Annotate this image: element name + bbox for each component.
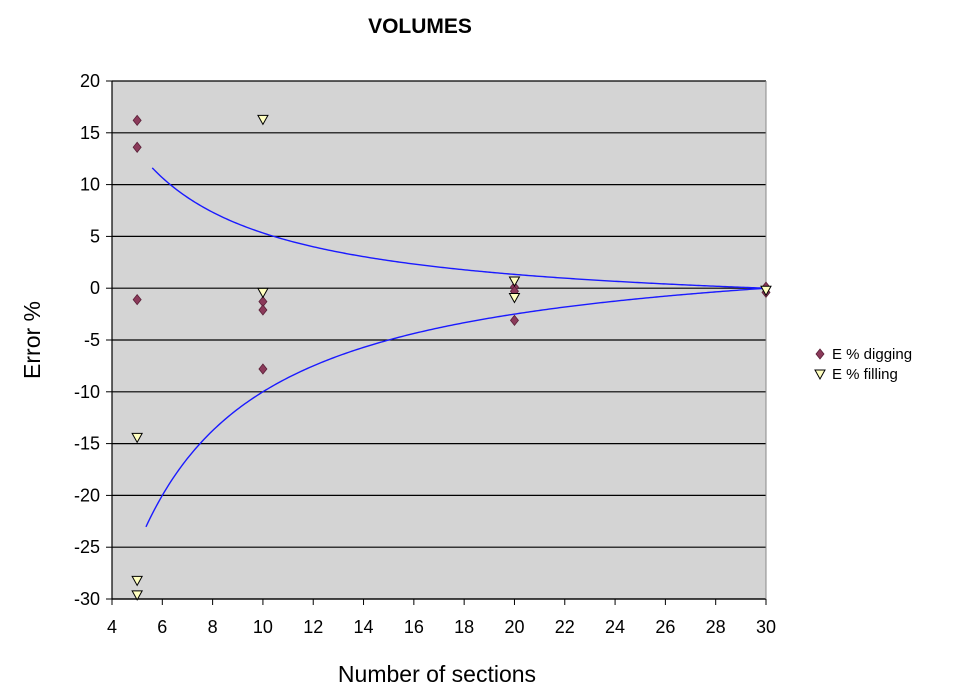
y-tick-label: -20 xyxy=(74,485,100,505)
filling-point xyxy=(760,285,772,297)
legend-label: E % digging xyxy=(832,346,912,363)
bound-curves xyxy=(145,167,767,528)
legend-label: E % filling xyxy=(832,366,898,383)
x-tick-label: 8 xyxy=(208,617,218,637)
filling-point xyxy=(257,287,269,299)
upper-bound-curve xyxy=(151,167,767,289)
y-tick-label: 5 xyxy=(90,226,100,246)
x-axis-label: Number of sections xyxy=(338,661,536,687)
legend-filling-marker xyxy=(814,369,826,381)
y-tick-label: -25 xyxy=(74,537,100,557)
legend-digging-marker xyxy=(815,348,825,360)
digging-point xyxy=(132,293,142,306)
y-tick-label: 0 xyxy=(90,278,100,298)
y-tick-label: -15 xyxy=(74,434,100,454)
x-tick-label: 10 xyxy=(253,617,273,637)
legend: E % digging E % filling xyxy=(809,337,961,399)
x-tick-label: 16 xyxy=(404,617,424,637)
x-tick-label: 14 xyxy=(354,617,374,637)
filling-point xyxy=(131,575,144,587)
digging-point xyxy=(509,314,519,326)
y-axis-label: Error % xyxy=(19,301,45,379)
x-tick-label: 12 xyxy=(303,617,323,637)
x-tick-label: 20 xyxy=(504,617,524,637)
y-tick-label: -5 xyxy=(84,330,100,350)
digging-point xyxy=(258,304,268,316)
lower-bound-curve xyxy=(145,287,767,528)
y-tick-label: -30 xyxy=(74,589,100,609)
filling-point xyxy=(131,432,144,444)
y-tick-label: 15 xyxy=(80,123,100,143)
x-tick-label: 18 xyxy=(454,617,474,637)
x-tick-labels: 4 6 8 10 12 14 16 18 20 22 24 26 28 30 xyxy=(107,617,776,637)
y-tick-label: -10 xyxy=(74,382,100,402)
y-tick-label: 20 xyxy=(80,71,100,91)
y-tick-label: 10 xyxy=(80,175,100,195)
chart-title: VOLUMES xyxy=(368,15,472,38)
filling-point xyxy=(508,293,521,304)
x-tick-label: 30 xyxy=(756,617,776,637)
data-points xyxy=(131,114,772,601)
axes xyxy=(111,81,767,605)
x-tick-label: 24 xyxy=(605,617,625,637)
y-tick-labels: 20 15 10 5 0 -5 -10 -15 -20 -25 -30 xyxy=(74,71,100,609)
x-tick-label: 28 xyxy=(706,617,726,637)
filling-point xyxy=(257,114,269,126)
x-tick-label: 4 xyxy=(107,617,117,637)
legend-box xyxy=(809,337,961,399)
digging-point xyxy=(258,363,268,375)
filling-point xyxy=(131,590,144,601)
x-tick-label: 22 xyxy=(555,617,575,637)
filling-point xyxy=(508,276,521,287)
x-tick-label: 6 xyxy=(157,617,167,637)
digging-point xyxy=(132,114,142,127)
digging-point xyxy=(132,141,142,153)
x-tick-label: 26 xyxy=(655,617,675,637)
